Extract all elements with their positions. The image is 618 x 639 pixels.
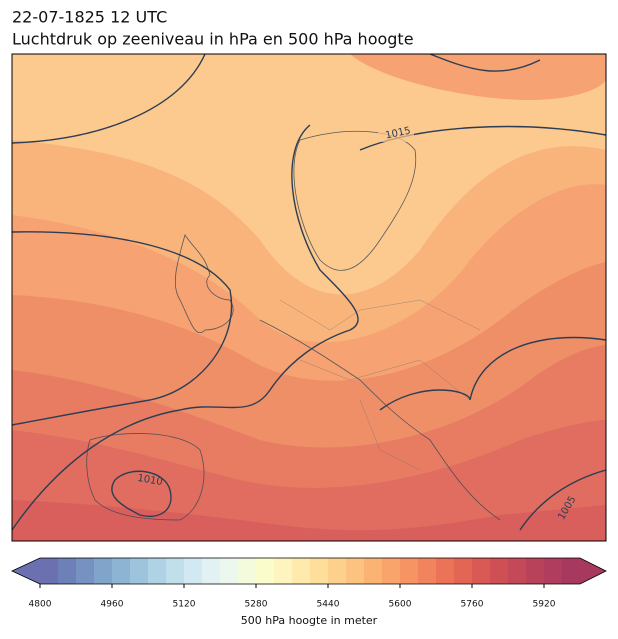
colorbar-tick-label: 5920: [533, 600, 556, 610]
colorbar-segment: [40, 558, 59, 584]
colorbar-segment: [58, 558, 77, 584]
height-band: [12, 500, 606, 541]
map-frame: [11, 53, 607, 542]
colorbar-segment: [94, 558, 113, 584]
isobar: [429, 54, 541, 72]
colorbar-segment: [292, 558, 311, 584]
map: 1015 1010 1005: [11, 53, 607, 542]
colorbar-segment: [508, 558, 527, 584]
colorbar-tick-label: 4800: [29, 600, 52, 610]
colorbar-segment: [526, 558, 545, 584]
colorbar-segment: [256, 558, 275, 584]
colorbar-tick-label: 5440: [317, 600, 340, 610]
colorbar-segment: [544, 558, 563, 584]
border: [279, 299, 481, 471]
colorbar-tick-label: 4960: [101, 600, 124, 610]
colorbar-segment: [418, 558, 437, 584]
colorbar-segment: [400, 558, 419, 584]
colorbar-tick-label: 5120: [173, 600, 196, 610]
colorbar-extend-low: [12, 558, 40, 584]
height-band: [350, 54, 606, 100]
height-band: [12, 420, 606, 541]
colorbar-segment: [220, 558, 239, 584]
colorbar-tick-label: 5600: [389, 600, 412, 610]
colorbar-segment: [274, 558, 293, 584]
isobar: [519, 469, 606, 531]
colorbar-tick-label: 5760: [461, 600, 484, 610]
colorbar-segment: [112, 558, 131, 584]
colorbar-segment: [454, 558, 473, 584]
title-line1: 22-07-1825 12 UTC: [12, 8, 167, 27]
isobar: [12, 54, 206, 144]
colorbar-tick-label: 5280: [245, 600, 268, 610]
contour-label: 1015: [385, 125, 412, 141]
colorbar-segment: [490, 558, 509, 584]
colorbar-label: 500 hPa hoogte in meter: [241, 614, 378, 627]
colorbar-segment: [364, 558, 383, 584]
colorbar-segment: [346, 558, 365, 584]
isobar: [111, 470, 172, 517]
title-line2: Luchtdruk op zeeniveau in hPa en 500 hPa…: [12, 30, 414, 49]
coastline: [174, 234, 234, 333]
colorbar-segment: [148, 558, 167, 584]
colorbar-extend-high: [580, 558, 606, 584]
isobar: [12, 231, 233, 426]
colorbar-segment: [328, 558, 347, 584]
colorbar-segment: [562, 558, 581, 584]
colorbar-segment: [436, 558, 455, 584]
isobar: [379, 336, 606, 411]
colorbar-segment: [76, 558, 95, 584]
colorbar-segment: [310, 558, 329, 584]
isobar: [12, 124, 359, 531]
colorbar-segment: [166, 558, 185, 584]
colorbar-segment: [238, 558, 257, 584]
colorbar-segment: [184, 558, 203, 584]
contour-label: 1010: [136, 473, 163, 488]
colorbar-segment: [382, 558, 401, 584]
coastline: [86, 433, 205, 521]
colorbar-segment: [202, 558, 221, 584]
colorbar-segment: [130, 558, 149, 584]
colorbar-segment: [472, 558, 491, 584]
colorbar: 4800 4960 5120 5280 5440 5600 5760 5920: [11, 557, 607, 610]
